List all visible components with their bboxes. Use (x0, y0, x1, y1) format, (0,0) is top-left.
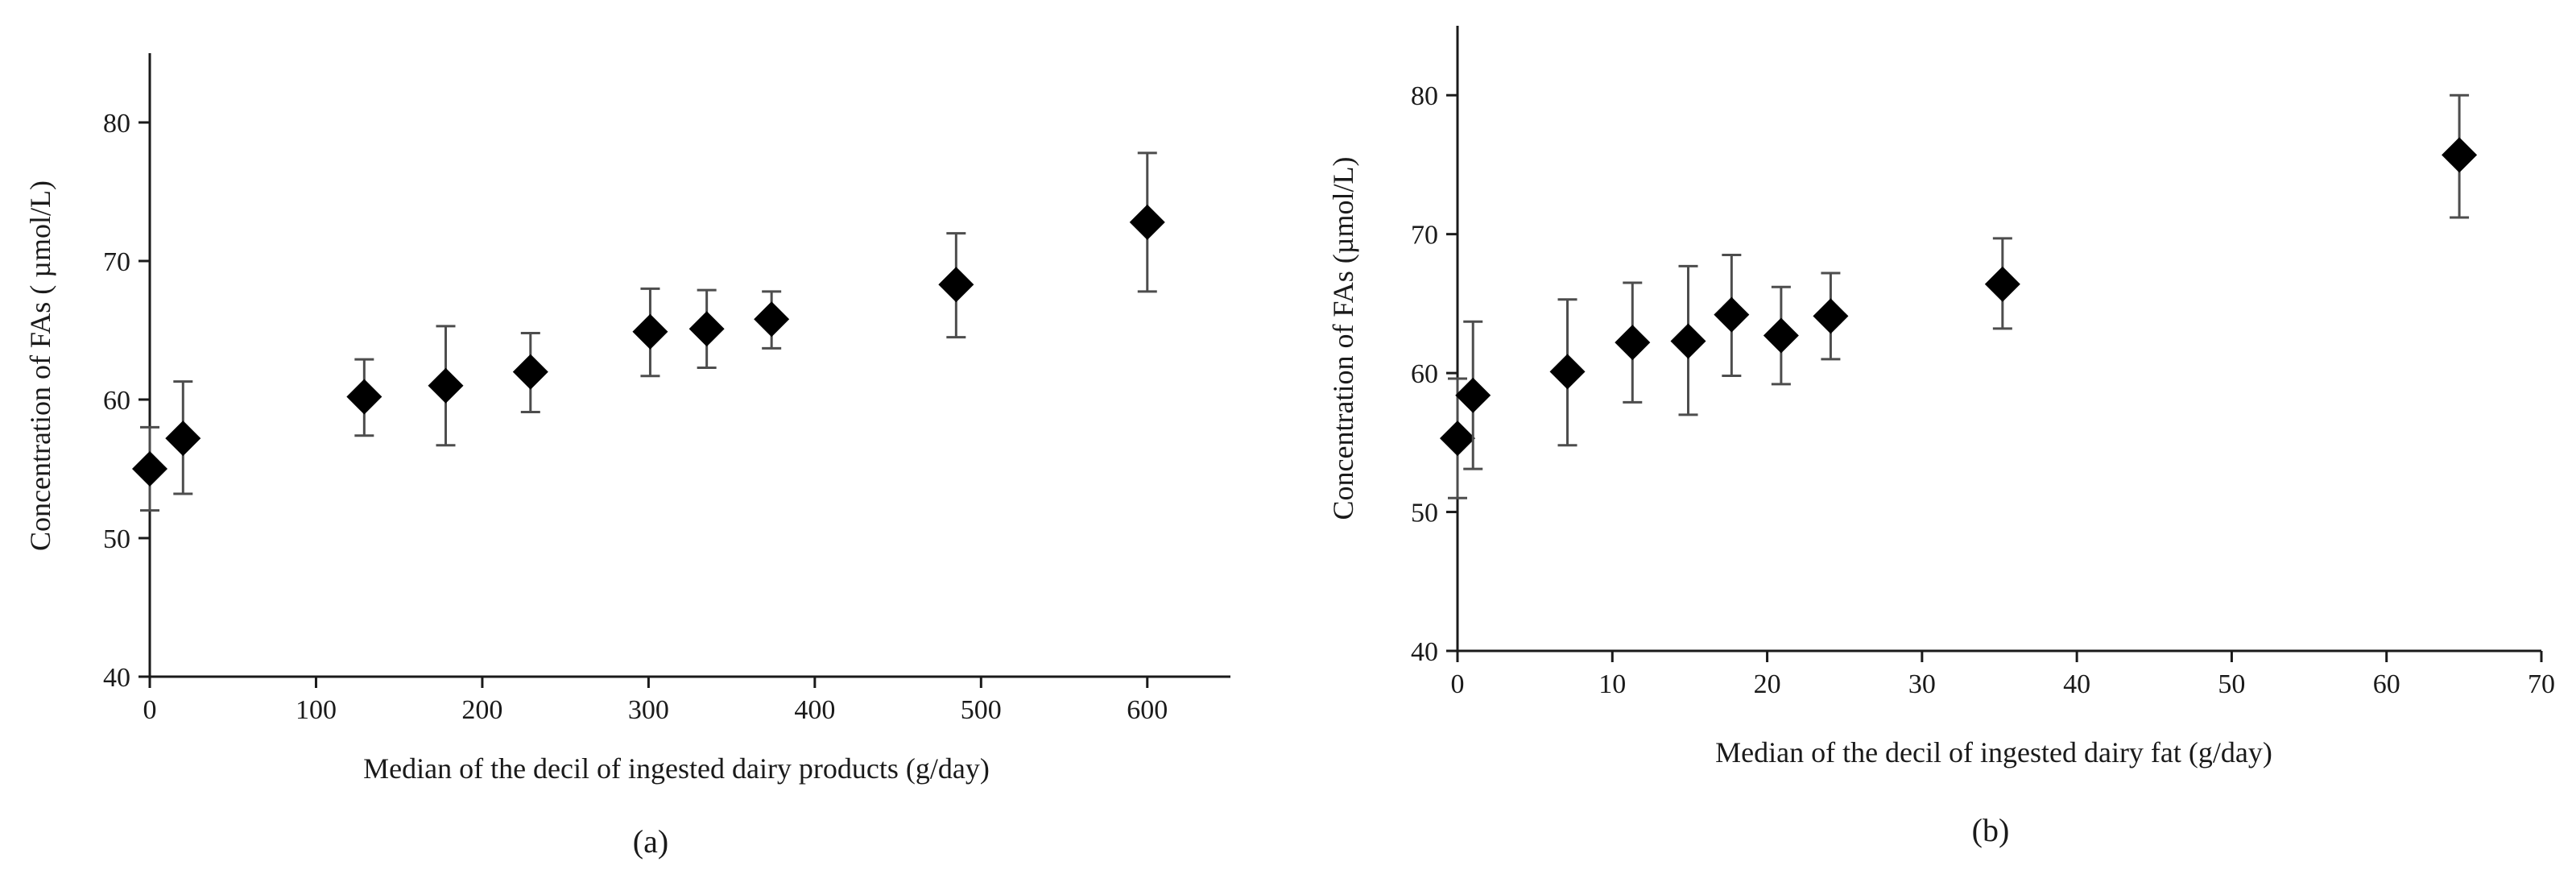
panel-a-y-tick-label: 70 (103, 247, 130, 277)
panel-b-data-point (1615, 325, 1651, 361)
panel-b-data-point (1984, 266, 2020, 302)
panel-b-x-tick-label: 50 (2218, 669, 2245, 699)
panel-a-x-tick-label: 600 (1127, 695, 1168, 725)
panel-b-x-tick-label: 60 (2373, 669, 2400, 699)
panel-b-x-tick-label: 40 (2063, 669, 2090, 699)
panel-a-y-tick-label: 80 (103, 109, 130, 139)
panel-a-data-point (754, 301, 790, 338)
panel-b-y-tick-label: 50 (1411, 499, 1438, 528)
panel-b-y-tick-label: 80 (1411, 81, 1438, 111)
chart-panel-b: 40 50 60 70 80 0 10 20 30 40 50 60 70 Median of the… (1327, 26, 2555, 848)
panel-a-y-tick-label: 40 (103, 663, 130, 693)
panel-a-y-tick-label: 60 (103, 386, 130, 416)
panel-b-data-point (1455, 377, 1491, 413)
panel-a-data-points (132, 151, 1165, 512)
panel-b-data-points (1440, 93, 2478, 499)
panel-a-x-tick-label: 100 (296, 695, 337, 725)
chart-panel-a: 40 50 60 70 80 0 100 200 300 400 500 600 Median of… (24, 53, 1230, 860)
panel-b-data-point (2442, 137, 2478, 173)
panel-b-x-tick-label: 70 (2528, 669, 2555, 699)
panel-a-y-tick-label: 50 (103, 524, 130, 554)
panel-a-x-tick-label: 300 (628, 695, 669, 725)
panel-b-x-tick-label: 30 (1908, 669, 1936, 699)
panel-a-data-point (688, 311, 725, 347)
panel-b-label: (b) (1972, 812, 2010, 848)
panel-a-data-point (346, 379, 382, 415)
panel-a-x-ticks: 0 100 200 300 400 500 600 (143, 677, 1168, 725)
panel-a-data-point (132, 451, 167, 487)
panel-a-label: (a) (633, 823, 668, 860)
panel-a-data-point (1129, 204, 1165, 240)
panel-a-x-tick-label: 500 (961, 695, 1002, 725)
panel-a-y-ticks: 40 50 60 70 80 (103, 109, 150, 693)
panel-a-data-point (165, 420, 201, 457)
panel-b-x-tick-label: 0 (1451, 669, 1465, 699)
panel-b-y-tick-label: 40 (1411, 637, 1438, 667)
panel-a-x-tick-label: 0 (143, 695, 157, 725)
panel-a-x-axis-title: Median of the decil of ingested dairy pr… (363, 752, 990, 785)
panel-a-x-tick-label: 400 (794, 695, 835, 725)
panel-b-data-point (1813, 298, 1849, 334)
panel-b-data-point (1714, 296, 1750, 333)
panel-a-data-point (632, 313, 668, 350)
panel-b-x-tick-label: 10 (1598, 669, 1626, 699)
panel-b-y-tick-label: 60 (1411, 359, 1438, 389)
panel-a-data-point (938, 267, 974, 303)
panel-a-y-axis-title: Concentration of FAs ( µmol/L) (24, 180, 56, 551)
panel-a-data-point (512, 354, 548, 390)
panel-a-data-point (428, 367, 464, 404)
panel-b-y-ticks: 40 50 60 70 80 (1411, 81, 1458, 667)
panel-b-data-point (1549, 354, 1586, 390)
panel-b-x-axis-title: Median of the decil of ingested dairy fa… (1715, 736, 2272, 768)
panel-b-x-ticks: 0 10 20 30 40 50 60 70 (1451, 651, 2555, 699)
panel-a-x-tick-label: 200 (461, 695, 502, 725)
panel-b-y-tick-label: 70 (1411, 221, 1438, 251)
panel-b-data-point (1670, 323, 1706, 359)
panel-b-y-axis-title: Concentration of FAs (µmol/L) (1327, 156, 1359, 520)
panel-b-x-tick-label: 20 (1754, 669, 1781, 699)
panel-b-data-point (1763, 317, 1799, 354)
panel-b-data-point (1440, 420, 1475, 457)
